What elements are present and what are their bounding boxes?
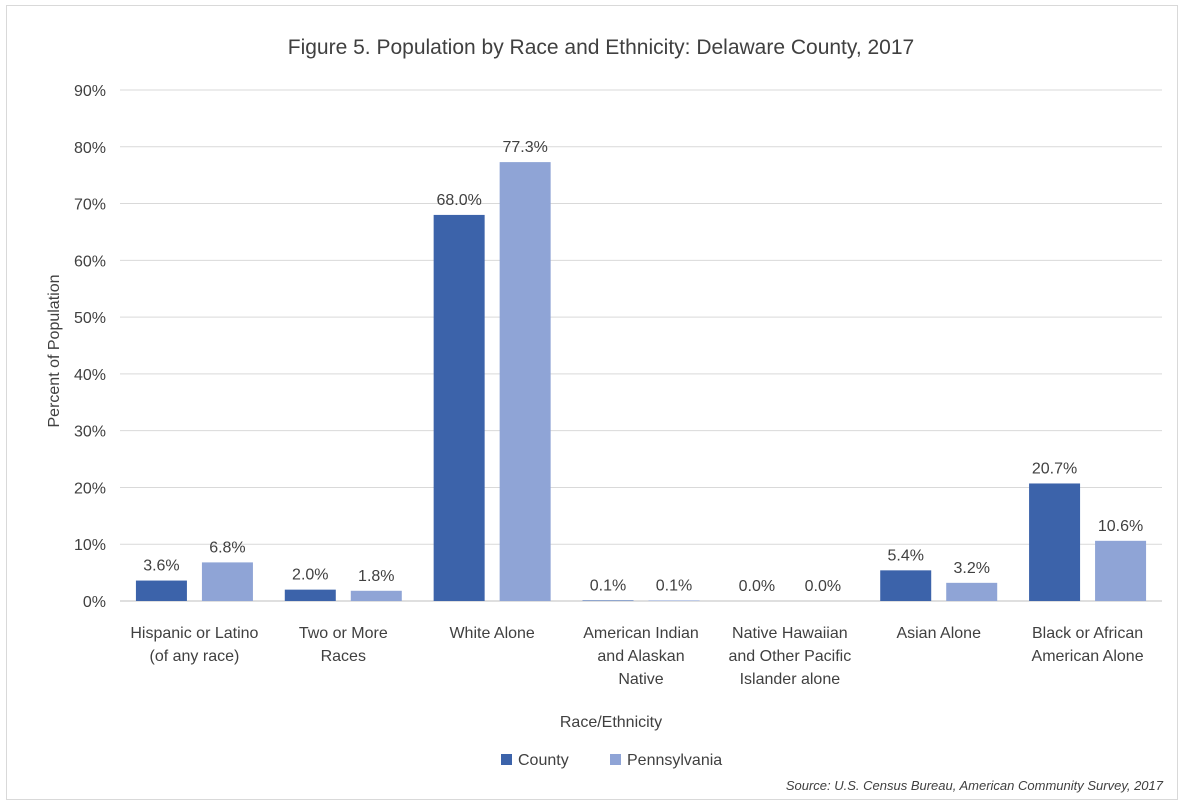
data-label: 0.0% [739, 578, 775, 595]
y-tick-label: 20% [74, 480, 106, 497]
bar-county [880, 570, 932, 601]
bars [135, 162, 1147, 601]
bar-county [284, 589, 336, 601]
x-axis-title: Race/Ethnicity [560, 714, 662, 731]
x-tick-label: Black or African American Alone [1032, 625, 1144, 665]
y-tick-label: 70% [74, 197, 106, 214]
y-axis-title: Percent of Population [46, 275, 63, 428]
legend-label: County [518, 752, 569, 769]
gridlines [120, 89, 1162, 602]
y-tick-label: 60% [74, 253, 106, 270]
bar-pennsylvania [350, 590, 402, 601]
y-tick-label: 50% [74, 310, 106, 327]
bar-county [433, 214, 485, 601]
legend: County Pennsylvania [501, 752, 722, 769]
legend-swatch [501, 754, 512, 765]
data-label: 0.1% [656, 577, 692, 594]
data-label: 77.3% [502, 139, 547, 156]
y-tick-label: 30% [74, 424, 106, 441]
source-note: Source: U.S. Census Bureau, American Com… [785, 778, 1163, 793]
bar-county [135, 580, 187, 601]
x-tick-label: White Alone [449, 625, 534, 642]
bar-pennsylvania [1095, 540, 1147, 601]
data-label: 68.0% [436, 192, 481, 209]
bar-county [582, 600, 634, 601]
y-tick-label: 10% [74, 537, 106, 554]
data-label: 0.1% [590, 577, 626, 594]
data-labels: 3.6% 6.8% 2.0% 1.8% 68.0% 77.3% 0.1% 0.1% 0.0% 0.… [143, 139, 1143, 595]
data-label: 0.0% [805, 578, 841, 595]
x-tick-label: Hispanic or Latino (of any race) [130, 625, 258, 665]
x-axis: Hispanic or Latino (of any race) Two or Mo… [130, 625, 1143, 688]
bar-county [1029, 483, 1081, 601]
data-label: 20.7% [1032, 460, 1077, 477]
bar-chart: Figure 5. Population by Race and Ethnici… [46, 36, 1162, 769]
bar-pennsylvania [648, 600, 700, 601]
data-label: 2.0% [292, 567, 328, 584]
bar-pennsylvania [946, 582, 998, 601]
x-tick-label: American Indian and Alaskan Native [583, 625, 699, 688]
chart-title: Figure 5. Population by Race and Ethnici… [288, 36, 914, 59]
data-label: 6.8% [209, 539, 245, 556]
x-tick-label: Asian Alone [896, 625, 981, 642]
x-tick-label: Native Hawaiian and Other Pacific Islander… [728, 625, 851, 688]
x-tick-label: Two or More Races [299, 625, 388, 665]
chart-frame: Figure 5. Population by Race and Ethnici… [6, 5, 1178, 800]
data-label: 3.6% [143, 558, 179, 575]
legend-label: Pennsylvania [627, 752, 722, 769]
data-label: 1.8% [358, 568, 394, 585]
y-axis: 0% 10% 20% 30% 40% 50% 60% 70% 80% 90% [74, 83, 106, 611]
y-tick-label: 0% [83, 594, 106, 611]
y-tick-label: 80% [74, 140, 106, 157]
bar-pennsylvania [499, 162, 551, 601]
legend-swatch [610, 754, 621, 765]
data-label: 5.4% [887, 547, 923, 564]
y-tick-label: 40% [74, 367, 106, 384]
y-tick-label: 90% [74, 83, 106, 100]
data-label: 10.6% [1098, 518, 1143, 535]
bar-pennsylvania [201, 562, 253, 601]
data-label: 3.2% [953, 560, 989, 577]
